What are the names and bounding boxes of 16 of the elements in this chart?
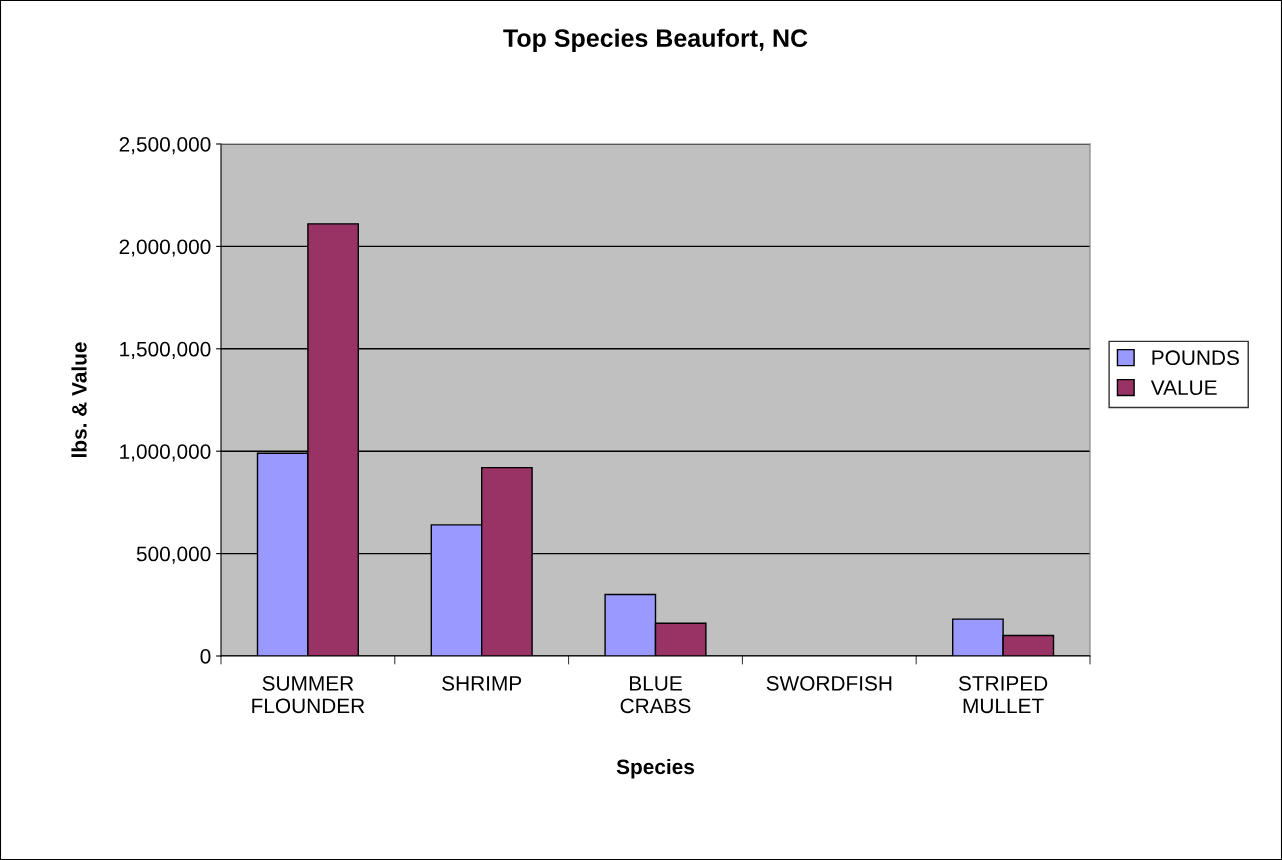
y-tick-label: 1,000,000 [120,444,211,462]
y-tick-label: 0 [200,649,211,664]
legend-label: VALUE [1150,380,1217,396]
x-tick-label: SUMMER FLOUNDER [252,675,365,714]
chart-title: Top Species Beaufort, NC [503,28,808,52]
x-tick-label: SWORDFISH [766,675,892,691]
y-tick-label: 500,000 [136,546,211,564]
y-tick-label: 2,500,000 [119,137,211,155]
x-axis-title: Species [616,758,695,779]
y-tick-label: 1,500,000 [120,341,211,360]
x-tick-label: STRIPED MULLET [958,675,1048,714]
x-tick-label: SHRIMP [442,675,522,691]
y-axis-title: lbs. & Value [71,342,87,458]
x-tick-label: BLUE CRABS [620,676,691,714]
legend-label: POUNDS [1152,350,1239,366]
y-tick-label: 2,000,000 [119,239,211,257]
